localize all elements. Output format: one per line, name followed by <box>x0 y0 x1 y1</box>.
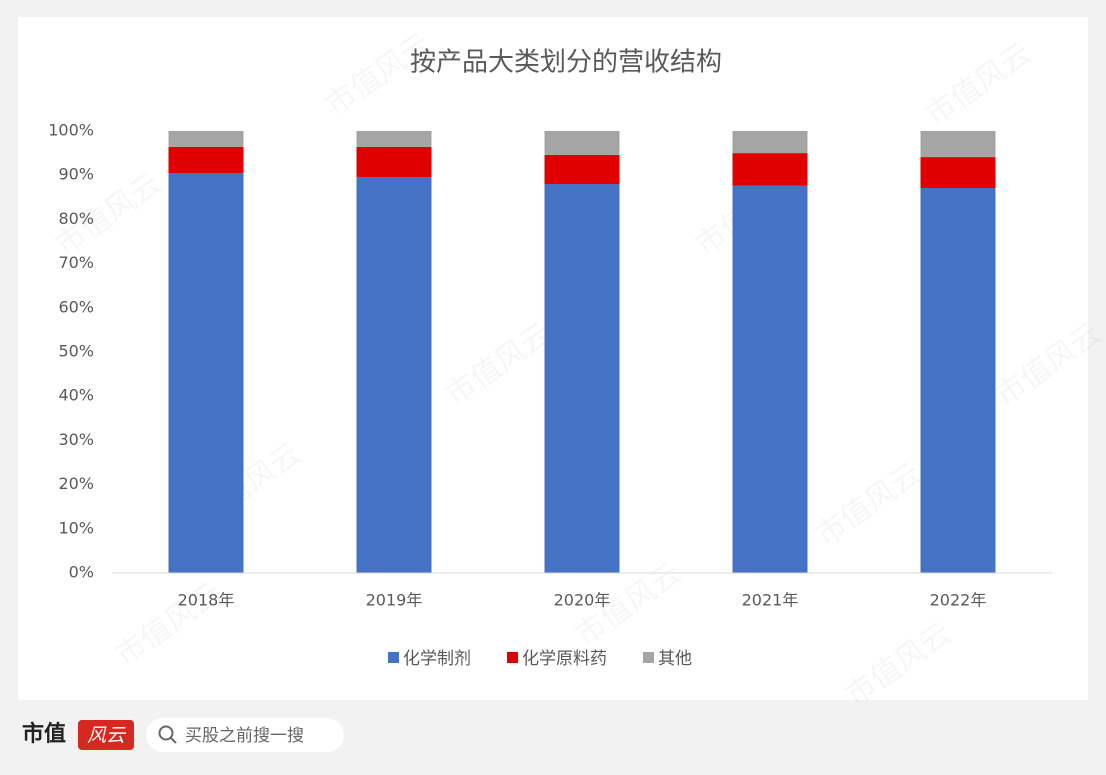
bar-segment <box>544 154 620 185</box>
bar-segment <box>356 131 432 147</box>
legend-label: 化学制剂 <box>403 649 471 669</box>
legend-label: 化学原料药 <box>522 649 607 669</box>
bar-segment <box>732 185 808 574</box>
y-tick-label: 70% <box>58 253 94 272</box>
y-tick-label: 30% <box>58 430 94 449</box>
x-tick-label: 2019年 <box>366 591 423 610</box>
x-tick-label: 2022年 <box>930 591 987 610</box>
bar-segment <box>544 184 620 574</box>
search-icon <box>158 725 174 741</box>
legend-label: 其他 <box>658 649 692 669</box>
brand-logo: 市值 <box>22 721 66 747</box>
bar-segment <box>920 131 996 158</box>
legend-swatch <box>388 652 399 663</box>
y-tick-label: 0% <box>69 563 94 582</box>
bar-segment <box>168 146 244 173</box>
bar-segment <box>544 131 620 155</box>
legend-swatch <box>643 652 654 663</box>
bar-segment <box>732 131 808 154</box>
bar-segment <box>920 188 996 573</box>
x-tick-label: 2021年 <box>742 591 799 610</box>
y-tick-label: 20% <box>58 474 94 493</box>
bar-segment <box>920 157 996 189</box>
y-tick-label: 40% <box>58 386 94 405</box>
chart-title: 按产品大类划分的营收结构 <box>410 48 722 78</box>
search-box[interactable] <box>146 718 344 752</box>
bar-segment <box>168 172 244 574</box>
bar-segment <box>356 146 432 177</box>
x-tick-label: 2018年 <box>178 591 235 610</box>
y-tick-label: 80% <box>58 209 94 228</box>
y-tick-label: 60% <box>58 297 94 316</box>
plot: 0% 10% 20% 30% 40% 50% 60% 70% 80% 90% 100% 2018年 20… <box>48 121 1052 669</box>
bar-segment <box>732 153 808 186</box>
y-tick-label: 90% <box>58 165 94 184</box>
y-tick-label: 10% <box>58 518 94 537</box>
y-tick-label: 100% <box>48 121 94 140</box>
search-icon-handle <box>170 737 177 744</box>
x-tick-label: 2020年 <box>554 591 611 610</box>
brand-stamp-bg <box>78 720 134 750</box>
bar-segment <box>356 176 432 573</box>
search-placeholder: 买股之前搜一搜 <box>185 726 304 746</box>
y-tick-label: 50% <box>58 342 94 361</box>
legend-swatch <box>507 652 518 663</box>
brand-stamp: 风云 <box>87 725 127 747</box>
bar-segment <box>168 131 244 147</box>
